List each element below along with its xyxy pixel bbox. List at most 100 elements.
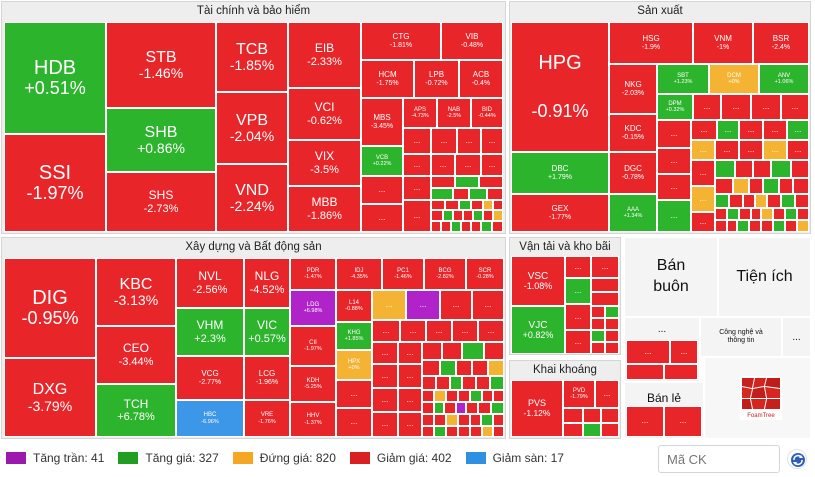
transport-small-cell[interactable]: ... — [565, 304, 591, 330]
other-small-cell[interactable]: ... — [626, 340, 670, 364]
stock-HSG[interactable]: HSG -1.9% — [609, 22, 693, 64]
transport-small-cell[interactable] — [591, 278, 619, 292]
manufacturing-small-cell[interactable] — [785, 208, 797, 220]
finance-small-cell[interactable] — [471, 221, 481, 232]
manufacturing-small-cell[interactable] — [749, 178, 763, 194]
finance-small-cell[interactable] — [431, 176, 455, 188]
manufacturing-small-cell[interactable] — [793, 178, 809, 194]
manufacturing-small-cell[interactable]: ... — [657, 148, 691, 174]
realestate-small-cell[interactable] — [493, 426, 504, 437]
stock-DBC[interactable]: DBC +1.79% — [511, 152, 609, 194]
mining-small-cell[interactable]: ... — [595, 380, 619, 408]
realestate-small-cell[interactable] — [462, 376, 476, 390]
finance-small-cell[interactable] — [451, 221, 461, 232]
finance-small-cell[interactable] — [463, 210, 473, 221]
stock-HHV[interactable]: HHV -1.37% — [290, 402, 336, 437]
finance-small-cell[interactable] — [431, 200, 445, 210]
manufacturing-small-cell[interactable]: ... — [691, 212, 715, 232]
other-small-cell[interactable] — [664, 364, 698, 380]
manufacturing-small-cell[interactable] — [797, 208, 809, 220]
transport-small-cell[interactable]: ... — [591, 256, 619, 278]
manufacturing-small-cell[interactable] — [733, 178, 749, 194]
finance-small-cell[interactable] — [431, 210, 443, 221]
stock-HDB[interactable]: HDB +0.51% — [4, 22, 106, 134]
realestate-small-cell[interactable] — [434, 402, 444, 414]
transport-small-cell[interactable]: ... — [565, 256, 591, 278]
stock-CTG[interactable]: CTG -1.81% — [361, 22, 441, 60]
stock-LCG[interactable]: LCG -1.96% — [244, 356, 290, 400]
finance-small-cell[interactable] — [455, 176, 479, 188]
stock-VND[interactable]: VND -2.24% — [216, 164, 288, 232]
realestate-small-cell[interactable]: ... — [406, 290, 440, 320]
stock-VPB[interactable]: VPB -2.04% — [216, 92, 288, 164]
manufacturing-small-cell[interactable] — [771, 160, 791, 178]
stock-GEX[interactable]: GEX -1.77% — [511, 194, 609, 232]
mining-small-cell[interactable] — [583, 423, 601, 437]
stock-CEO[interactable]: CEO -3.44% — [96, 326, 176, 384]
stock-VSC[interactable]: VSC -1.08% — [511, 256, 565, 306]
realestate-small-cell[interactable] — [446, 426, 458, 437]
manufacturing-small-cell[interactable] — [749, 220, 761, 232]
manufacturing-small-cell[interactable] — [739, 208, 751, 220]
manufacturing-small-cell[interactable]: ... — [787, 140, 809, 160]
other-small-cell[interactable]: ... — [670, 340, 698, 364]
stock-CII[interactable]: CII -1.97% — [290, 326, 336, 366]
stock-VNM[interactable]: VNM -1% — [693, 22, 753, 64]
sector-wholesale[interactable]: Bán buôn — [624, 237, 718, 317]
manufacturing-small-cell[interactable] — [715, 208, 727, 220]
finance-small-cell[interactable]: ... — [457, 128, 481, 154]
finance-small-cell[interactable]: ... — [361, 176, 403, 204]
transport-small-cell[interactable] — [591, 318, 605, 330]
realestate-small-cell[interactable] — [422, 342, 442, 360]
realestate-small-cell[interactable]: ... — [398, 364, 422, 388]
stock-SHB[interactable]: SHB +0.86% — [106, 108, 216, 172]
realestate-small-cell[interactable] — [482, 390, 493, 402]
stock-PVS[interactable]: PVS -1.12% — [511, 380, 563, 437]
stock-HPX[interactable]: HPX +0% — [336, 350, 372, 380]
manufacturing-small-cell[interactable] — [791, 160, 809, 178]
manufacturing-small-cell[interactable]: ... — [691, 140, 715, 160]
realestate-small-cell[interactable]: ... — [440, 290, 472, 320]
realestate-small-cell[interactable]: ... — [372, 320, 400, 342]
finance-small-cell[interactable] — [487, 188, 503, 200]
finance-small-cell[interactable] — [483, 200, 493, 210]
transport-small-cell[interactable] — [605, 306, 619, 318]
stock-search-input[interactable] — [658, 445, 780, 473]
realestate-small-cell[interactable] — [450, 376, 462, 390]
manufacturing-small-cell[interactable] — [761, 208, 773, 220]
finance-small-cell[interactable] — [471, 200, 483, 210]
manufacturing-small-cell[interactable] — [735, 160, 753, 178]
manufacturing-small-cell[interactable]: ... — [691, 186, 715, 212]
mining-small-cell[interactable] — [563, 408, 583, 423]
manufacturing-small-cell[interactable] — [761, 220, 773, 232]
manufacturing-small-cell[interactable] — [737, 220, 749, 232]
retail-small-cell[interactable]: ... — [626, 406, 664, 437]
stock-AAA[interactable]: AAA +1.34% — [609, 194, 657, 232]
realestate-small-cell[interactable] — [422, 390, 434, 402]
finance-small-cell[interactable]: ... — [431, 128, 457, 154]
stock-SSI[interactable]: SSI -1.97% — [4, 134, 106, 232]
stock-KHG[interactable]: KHG +1.85% — [336, 322, 372, 350]
realestate-small-cell[interactable]: ... — [472, 290, 504, 320]
stock-VIX[interactable]: VIX -3.5% — [288, 140, 361, 186]
manufacturing-small-cell[interactable]: ... — [739, 120, 763, 140]
realestate-small-cell[interactable] — [434, 390, 446, 402]
manufacturing-small-cell[interactable] — [773, 220, 785, 232]
realestate-small-cell[interactable] — [481, 414, 493, 426]
realestate-small-cell[interactable]: ... — [398, 342, 422, 364]
transport-small-cell[interactable] — [591, 330, 605, 342]
realestate-small-cell[interactable] — [456, 402, 466, 414]
stock-KBC[interactable]: KBC -3.13% — [96, 258, 176, 326]
realestate-small-cell[interactable]: ... — [372, 388, 398, 412]
manufacturing-small-cell[interactable] — [795, 194, 809, 208]
finance-small-cell[interactable]: ... — [361, 204, 403, 232]
realestate-small-cell[interactable]: ... — [398, 388, 422, 412]
manufacturing-small-cell[interactable]: ... — [657, 200, 691, 232]
manufacturing-small-cell[interactable]: ... — [781, 94, 809, 120]
finance-small-cell[interactable] — [441, 221, 451, 232]
manufacturing-small-cell[interactable] — [785, 220, 797, 232]
finance-small-cell[interactable] — [492, 221, 503, 232]
realestate-small-cell[interactable] — [482, 426, 493, 437]
manufacturing-small-cell[interactable]: ... — [715, 140, 739, 160]
stock-TCH[interactable]: TCH +6.78% — [96, 384, 176, 437]
